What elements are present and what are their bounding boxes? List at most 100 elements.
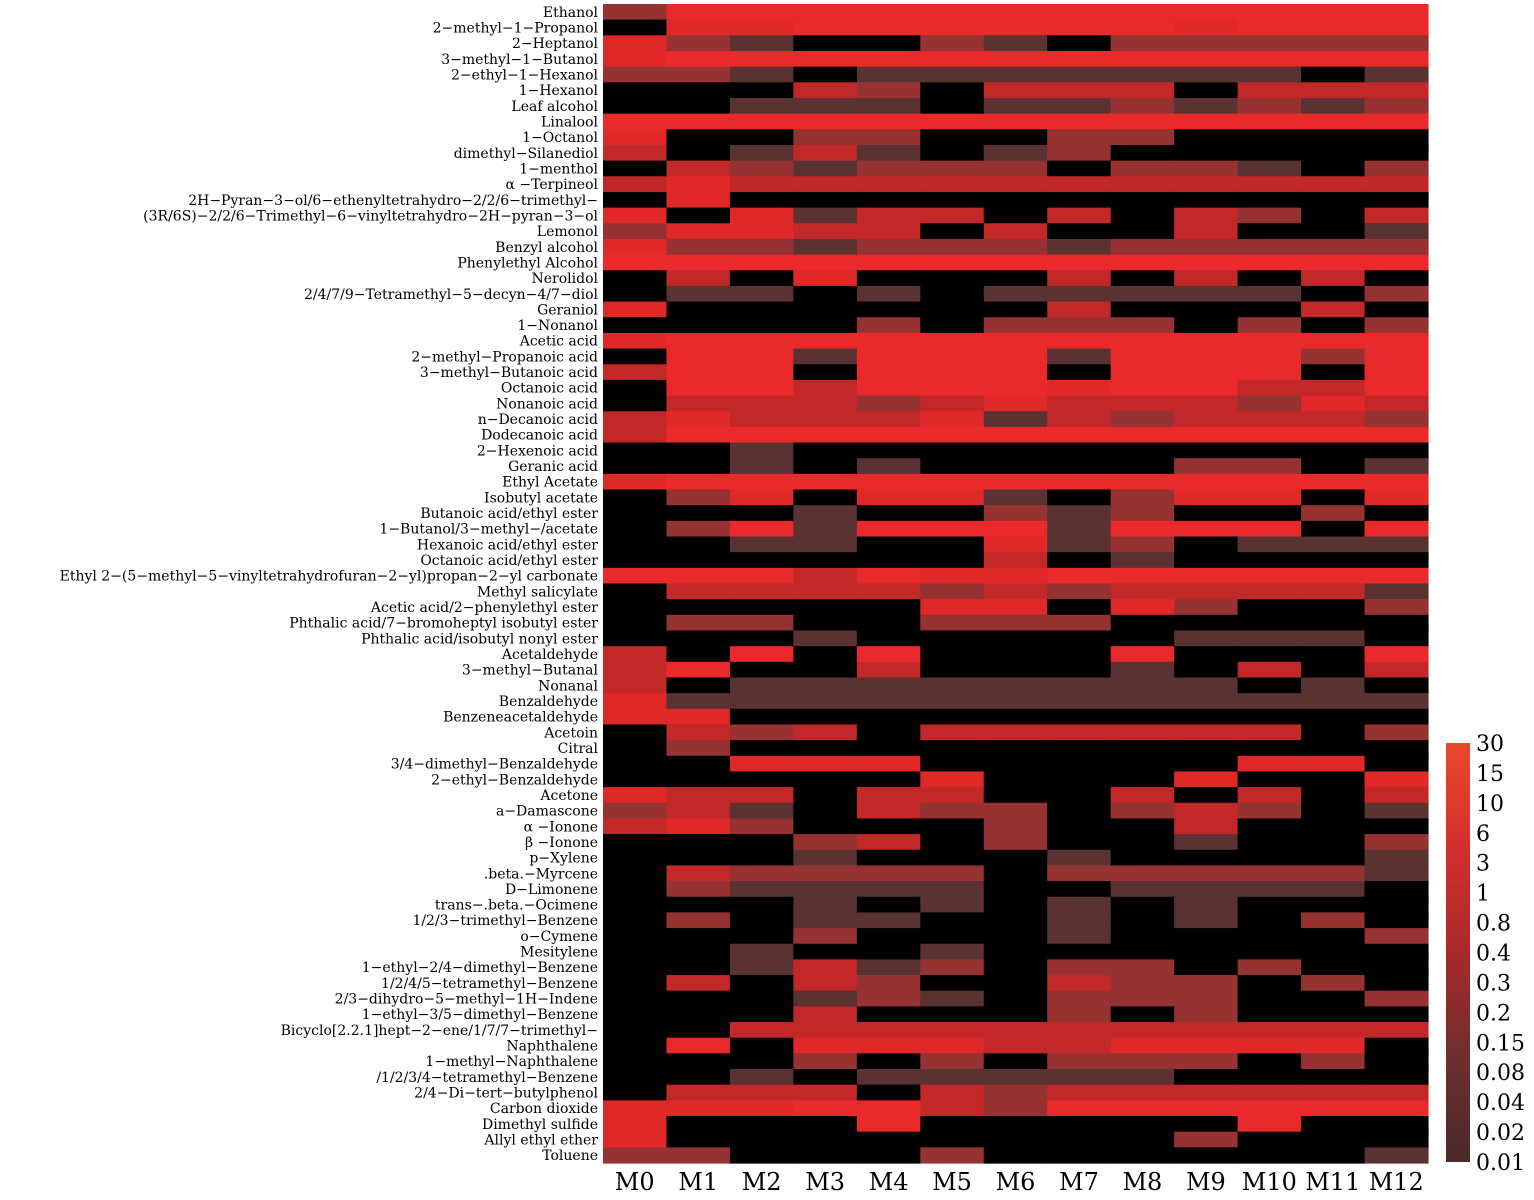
heatmap-cell <box>1174 896 1239 913</box>
heatmap-cell <box>793 755 858 773</box>
row-label: 1−ethyl−3/5−dimethyl−Benzene <box>362 1007 598 1023</box>
heatmap-cell <box>1237 881 1302 898</box>
heatmap-cell <box>1047 395 1112 412</box>
heatmap-cell <box>603 583 668 600</box>
heatmap-cell <box>920 473 985 491</box>
heatmap-cell <box>920 536 985 553</box>
heatmap-cell <box>1174 552 1239 569</box>
heatmap-cell <box>856 583 921 600</box>
heatmap-cell <box>1364 144 1429 162</box>
heatmap-cell <box>1174 599 1239 616</box>
heatmap-cell <box>1301 1100 1366 1117</box>
heatmap-cell <box>666 144 731 162</box>
heatmap-cell <box>793 1131 858 1148</box>
heatmap-cell <box>666 191 731 209</box>
heatmap-cell <box>1047 928 1112 945</box>
heatmap-cell <box>729 1116 794 1133</box>
heatmap-cell <box>1364 348 1429 365</box>
heatmap-cell <box>1047 1022 1112 1039</box>
heatmap-cell <box>1364 19 1429 36</box>
heatmap-cell <box>983 724 1048 741</box>
heatmap-cell <box>603 693 668 710</box>
heatmap-cell <box>1174 990 1239 1007</box>
heatmap-cell <box>1301 411 1366 428</box>
heatmap-cell <box>1174 301 1239 318</box>
heatmap-cell <box>1174 928 1239 945</box>
heatmap-cell <box>793 442 858 459</box>
heatmap-cell <box>1047 881 1112 898</box>
column-label: M0 <box>615 1168 655 1196</box>
heatmap-cell <box>666 818 731 835</box>
heatmap-cell <box>793 4 858 21</box>
heatmap-cell <box>1364 771 1429 788</box>
heatmap-cell <box>856 317 921 334</box>
heatmap-cell <box>793 520 858 538</box>
heatmap-cell <box>1237 1053 1302 1070</box>
heatmap-cell <box>1301 881 1366 898</box>
row-label: 1−Hexanol <box>519 83 599 99</box>
heatmap-cell <box>603 896 668 913</box>
heatmap-cell <box>983 301 1048 318</box>
heatmap-cell <box>1364 301 1429 318</box>
row-label: Ethyl 2−(5−methyl−5−vinyltetrahydrofuran… <box>60 569 598 585</box>
heatmap-cell <box>666 223 731 240</box>
heatmap-cell <box>1110 1147 1175 1164</box>
heatmap-cell <box>793 552 858 569</box>
heatmap-cell <box>666 724 731 741</box>
heatmap-cell <box>1237 66 1302 83</box>
column-label: M6 <box>996 1168 1036 1196</box>
heatmap-cell <box>1364 567 1429 585</box>
heatmap-cell <box>1110 802 1175 820</box>
heatmap-cell <box>1174 740 1239 757</box>
row-label: Citral <box>558 741 599 757</box>
heatmap-cell <box>603 740 668 757</box>
heatmap-cell <box>793 990 858 1007</box>
heatmap-cell <box>920 802 985 820</box>
heatmap-cell <box>1364 1037 1429 1054</box>
heatmap-cell <box>729 426 794 444</box>
heatmap-cell <box>1301 959 1366 976</box>
heatmap-cell <box>1237 943 1302 960</box>
heatmap-cell <box>1364 1131 1429 1148</box>
heatmap-cell <box>793 1069 858 1086</box>
heatmap-cell <box>1237 176 1302 193</box>
heatmap-cell <box>603 82 668 99</box>
heatmap-cell <box>666 787 731 804</box>
heatmap-cell <box>666 646 731 663</box>
heatmap-cell <box>856 834 921 851</box>
heatmap-cell <box>983 238 1048 256</box>
heatmap-cell <box>983 458 1048 475</box>
heatmap-cell <box>1110 912 1175 929</box>
heatmap-cell <box>1237 677 1302 694</box>
heatmap-cell <box>793 348 858 365</box>
row-label: 2−methyl−Propanoic acid <box>411 349 598 365</box>
heatmap-cell <box>793 144 858 162</box>
heatmap-cell <box>603 426 668 444</box>
heatmap-cell <box>1237 4 1302 21</box>
row-label: Benzyl alcohol <box>495 240 598 256</box>
heatmap-cell <box>729 787 794 804</box>
heatmap-cell <box>983 834 1048 851</box>
heatmap-cell <box>1047 4 1112 21</box>
row-label: Bicyclo[2.2.1]hept−2−ene/1/7/7−trimethyl… <box>281 1023 598 1039</box>
heatmap-cell <box>983 332 1048 350</box>
heatmap-cell <box>1301 458 1366 475</box>
heatmap-cell <box>983 270 1048 287</box>
heatmap-cell <box>1301 364 1366 381</box>
heatmap-cell <box>983 1022 1048 1039</box>
heatmap-cell <box>1364 458 1429 475</box>
heatmap-cell <box>1174 771 1239 788</box>
heatmap-cell <box>603 176 668 193</box>
row-labels: Ethanol2−methyl−1−Propanol2−Heptanol3−me… <box>60 5 599 1164</box>
heatmap-cell <box>856 473 921 491</box>
heatmap-cell <box>1174 348 1239 365</box>
heatmap-cell <box>1110 458 1175 475</box>
heatmap-cell <box>1364 834 1429 851</box>
heatmap-cell <box>920 959 985 976</box>
heatmap-cell <box>1174 442 1239 459</box>
heatmap-cell <box>1110 1069 1175 1086</box>
row-label: Dodecanoic acid <box>481 428 598 444</box>
heatmap-cell <box>1110 1084 1175 1101</box>
heatmap-cells <box>603 4 1429 1164</box>
heatmap-cell <box>603 505 668 522</box>
